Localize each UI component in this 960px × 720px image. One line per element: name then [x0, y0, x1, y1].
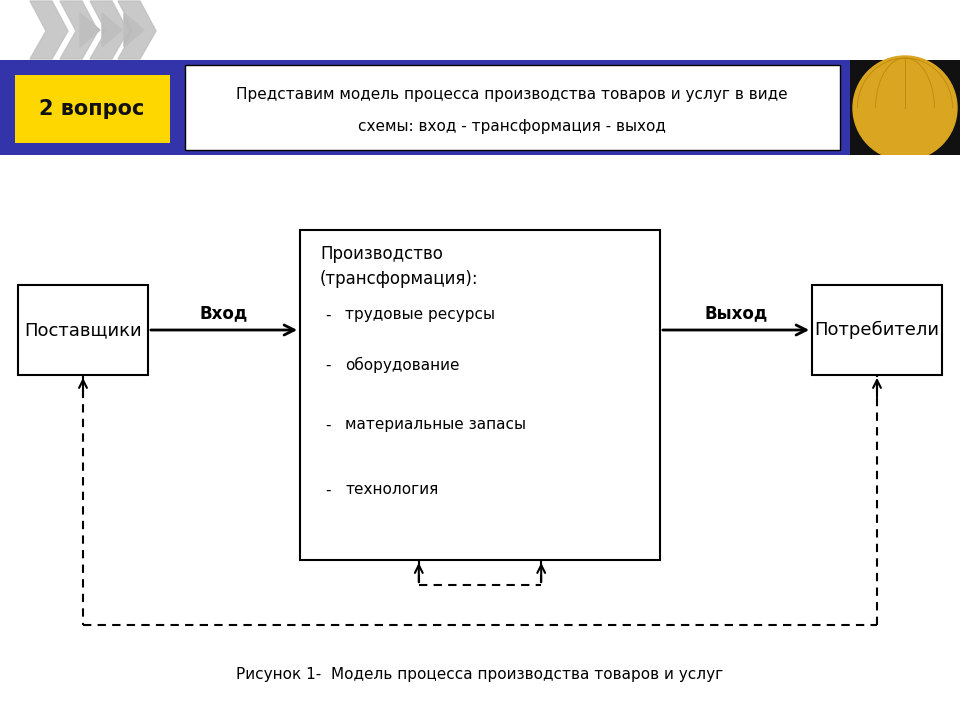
Bar [300, 230, 660, 560]
Text: Представим модель процесса производства товаров и услуг в виде: Представим модель процесса производства … [236, 88, 788, 102]
Text: -: - [325, 358, 330, 372]
Polygon shape [60, 1, 98, 59]
Text: Потребители: Потребители [814, 321, 940, 339]
Text: Производство: Производство [320, 245, 443, 263]
Text: (трансформация):: (трансформация): [320, 270, 479, 288]
Bar [0, 60, 960, 155]
Text: Выход: Выход [705, 304, 768, 322]
Text: Вход: Вход [200, 304, 248, 322]
Text: оборудование: оборудование [345, 357, 460, 373]
Bar [15, 75, 170, 143]
Bar [812, 285, 942, 375]
Text: -: - [325, 418, 330, 433]
Polygon shape [118, 1, 156, 59]
Bar [850, 60, 960, 155]
Text: технология: технология [345, 482, 439, 498]
Bar [185, 65, 840, 150]
Bar [18, 285, 148, 375]
Polygon shape [124, 13, 144, 47]
Text: Поставщики: Поставщики [24, 321, 142, 339]
Text: материальные запасы: материальные запасы [345, 418, 526, 433]
Text: 2 вопрос: 2 вопрос [39, 99, 145, 119]
Polygon shape [30, 1, 68, 59]
Text: трудовые ресурсы: трудовые ресурсы [345, 307, 495, 323]
Text: Рисунок 1-  Модель процесса производства товаров и услуг: Рисунок 1- Модель процесса производства … [236, 667, 724, 683]
Text: схемы: вход - трансформация - выход: схемы: вход - трансформация - выход [358, 120, 666, 135]
Polygon shape [90, 1, 128, 59]
Polygon shape [80, 13, 100, 47]
Text: -: - [325, 482, 330, 498]
Polygon shape [102, 13, 122, 47]
Text: -: - [325, 307, 330, 323]
Circle shape [853, 56, 957, 160]
